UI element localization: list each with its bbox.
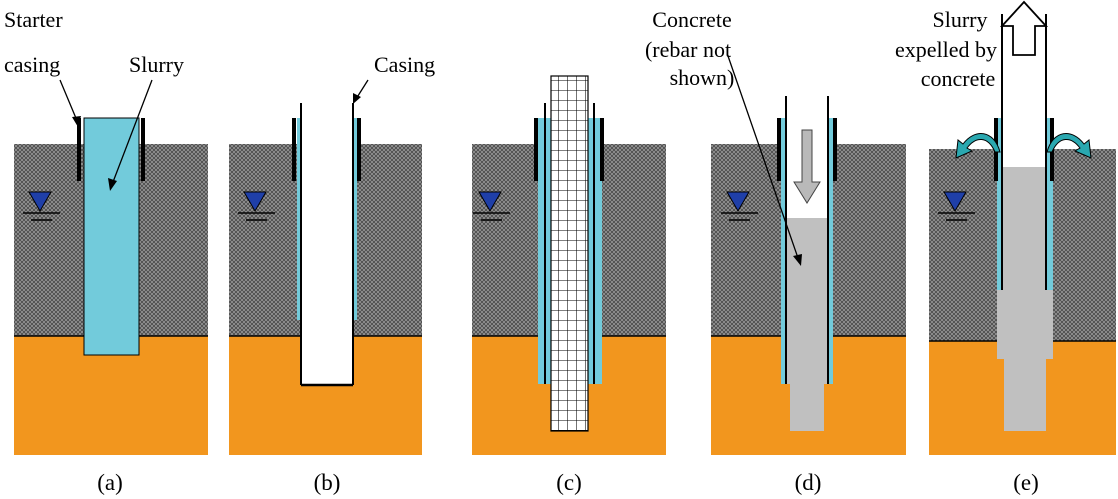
concrete-leader (727, 55, 799, 259)
caption-a: (a) (97, 470, 123, 495)
starter-casing-left (77, 118, 81, 181)
expelled-label-line2: expelled by (895, 37, 997, 62)
slurry-leader (112, 79, 153, 183)
concrete-below-casing (790, 384, 824, 431)
concrete-label-line1: Concrete (652, 7, 731, 32)
starter-casing-label-line1: Starter (4, 7, 63, 32)
panel-b: Casing (b) (229, 52, 435, 495)
water-table-marker (238, 191, 275, 221)
caption-b: (b) (314, 470, 341, 495)
starter-casing-right (141, 118, 145, 181)
water-table-marker (938, 191, 975, 221)
concrete-label-line2: (rebar not (645, 37, 731, 62)
expelled-label-line1: Slurry (933, 7, 988, 32)
starter-casing-right (600, 118, 604, 181)
water-table-marker (23, 191, 60, 221)
withdraw-arrow (999, 0, 1049, 56)
starter-casing-right (833, 118, 837, 181)
panel-c: (c) (472, 75, 666, 495)
pour-arrow (793, 129, 821, 204)
panel-a: Starter casing Slurry (a) (4, 7, 208, 495)
concrete-upper-shaft (997, 290, 1053, 359)
starter-casing-label-line2: casing (4, 52, 60, 77)
slurry-label: Slurry (129, 52, 184, 77)
casing-label: Casing (374, 52, 435, 77)
caption-d: (d) (795, 470, 822, 495)
casing (301, 103, 353, 385)
starter-casing-right (357, 118, 361, 181)
starter-casing-left (534, 118, 538, 181)
starter-casing-arrowhead (72, 116, 81, 127)
water-table-marker (721, 191, 758, 221)
expelled-label-line3: concrete (921, 66, 996, 91)
rebar-cage (550, 75, 589, 432)
concrete-in-casing (1003, 167, 1045, 290)
concrete-arrowhead (793, 254, 802, 266)
slurry-arrowhead (108, 178, 117, 191)
concrete-lower-shaft (1004, 359, 1046, 431)
water-table-marker (473, 191, 510, 221)
concrete-label-line3: shown) (670, 65, 735, 90)
caption-c: (c) (556, 470, 582, 495)
casing-arrowhead (353, 93, 361, 104)
slurry-out-arrow-left (955, 133, 1001, 159)
slurry-column (83, 117, 140, 356)
panel-d: Concrete (rebar not shown) (d) (645, 7, 906, 495)
starter-casing-left (777, 118, 781, 181)
starter-casing-leader (59, 79, 79, 124)
slurry-out-arrow-right (1046, 133, 1092, 159)
starter-casing-left (292, 118, 296, 181)
caption-e: (e) (1013, 470, 1039, 495)
clay-layer (14, 336, 208, 455)
panel-e: Slurry expelled by concrete (e) (895, 0, 1116, 495)
